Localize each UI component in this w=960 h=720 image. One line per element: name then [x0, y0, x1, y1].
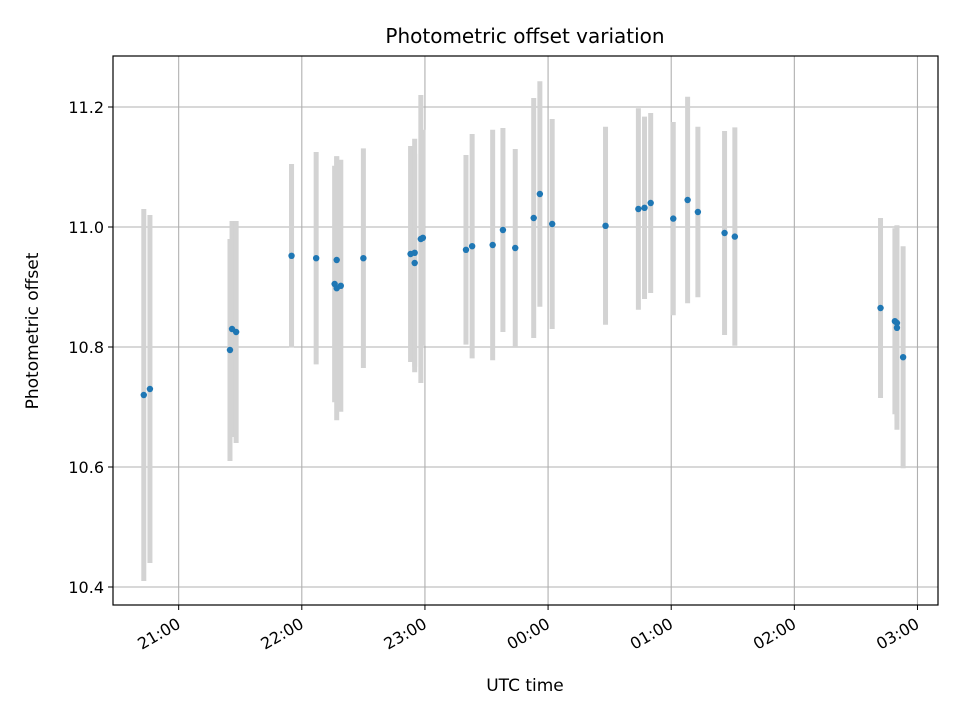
data-points — [140, 190, 907, 399]
data-point — [893, 319, 901, 327]
data-point — [602, 222, 609, 229]
x-tick-label: 03:00 — [873, 614, 922, 654]
data-point — [140, 391, 147, 399]
y-tick-label: 11.0 — [68, 218, 104, 237]
y-tick-label: 11.2 — [68, 98, 104, 117]
x-axis-ticks: 21:00 22:00 23:00 00:00 01:00 02:00 03:00 — [134, 605, 922, 654]
y-tick-label: 10.4 — [68, 578, 104, 597]
data-point — [512, 244, 519, 252]
data-point — [411, 259, 418, 267]
x-axis-label: UTC time — [486, 676, 564, 696]
x-tick-label: 01:00 — [627, 614, 676, 654]
plot-frame — [112, 55, 939, 606]
chart-title: Photometric offset variation — [385, 24, 664, 48]
data-point — [647, 199, 654, 207]
data-point — [694, 208, 702, 216]
data-point — [499, 226, 507, 234]
data-point — [530, 214, 537, 222]
data-point — [899, 354, 907, 361]
y-tick-label: 10.6 — [68, 458, 104, 477]
data-point — [333, 256, 340, 264]
data-point — [337, 282, 344, 289]
data-point — [670, 215, 677, 222]
x-tick-label: 21:00 — [134, 614, 183, 654]
data-point — [731, 233, 739, 240]
data-point — [893, 324, 901, 331]
data-point — [288, 252, 295, 259]
data-point — [419, 234, 427, 241]
data-point — [312, 255, 320, 262]
x-tick-label: 02:00 — [750, 614, 799, 654]
data-point — [146, 385, 154, 393]
data-point — [721, 229, 728, 237]
data-point — [226, 346, 234, 354]
data-point — [877, 304, 884, 312]
data-point — [489, 241, 496, 249]
data-point — [536, 190, 544, 198]
data-point — [232, 328, 240, 336]
x-tick-label: 23:00 — [381, 614, 430, 654]
data-point — [411, 249, 418, 256]
data-point — [468, 243, 476, 250]
x-tick-label: 00:00 — [504, 614, 553, 654]
data-point — [548, 220, 556, 228]
data-point — [684, 196, 691, 204]
error-bars — [141, 81, 906, 581]
data-point — [462, 246, 470, 253]
y-axis-label: Photometric offset — [23, 252, 43, 409]
y-axis-ticks: 10.4 10.6 10.8 11.0 11.2 — [68, 98, 113, 597]
data-point — [635, 205, 642, 213]
data-point — [360, 255, 367, 262]
x-tick-label: 22:00 — [257, 614, 306, 654]
y-tick-label: 10.8 — [68, 338, 104, 357]
data-point — [641, 204, 648, 211]
